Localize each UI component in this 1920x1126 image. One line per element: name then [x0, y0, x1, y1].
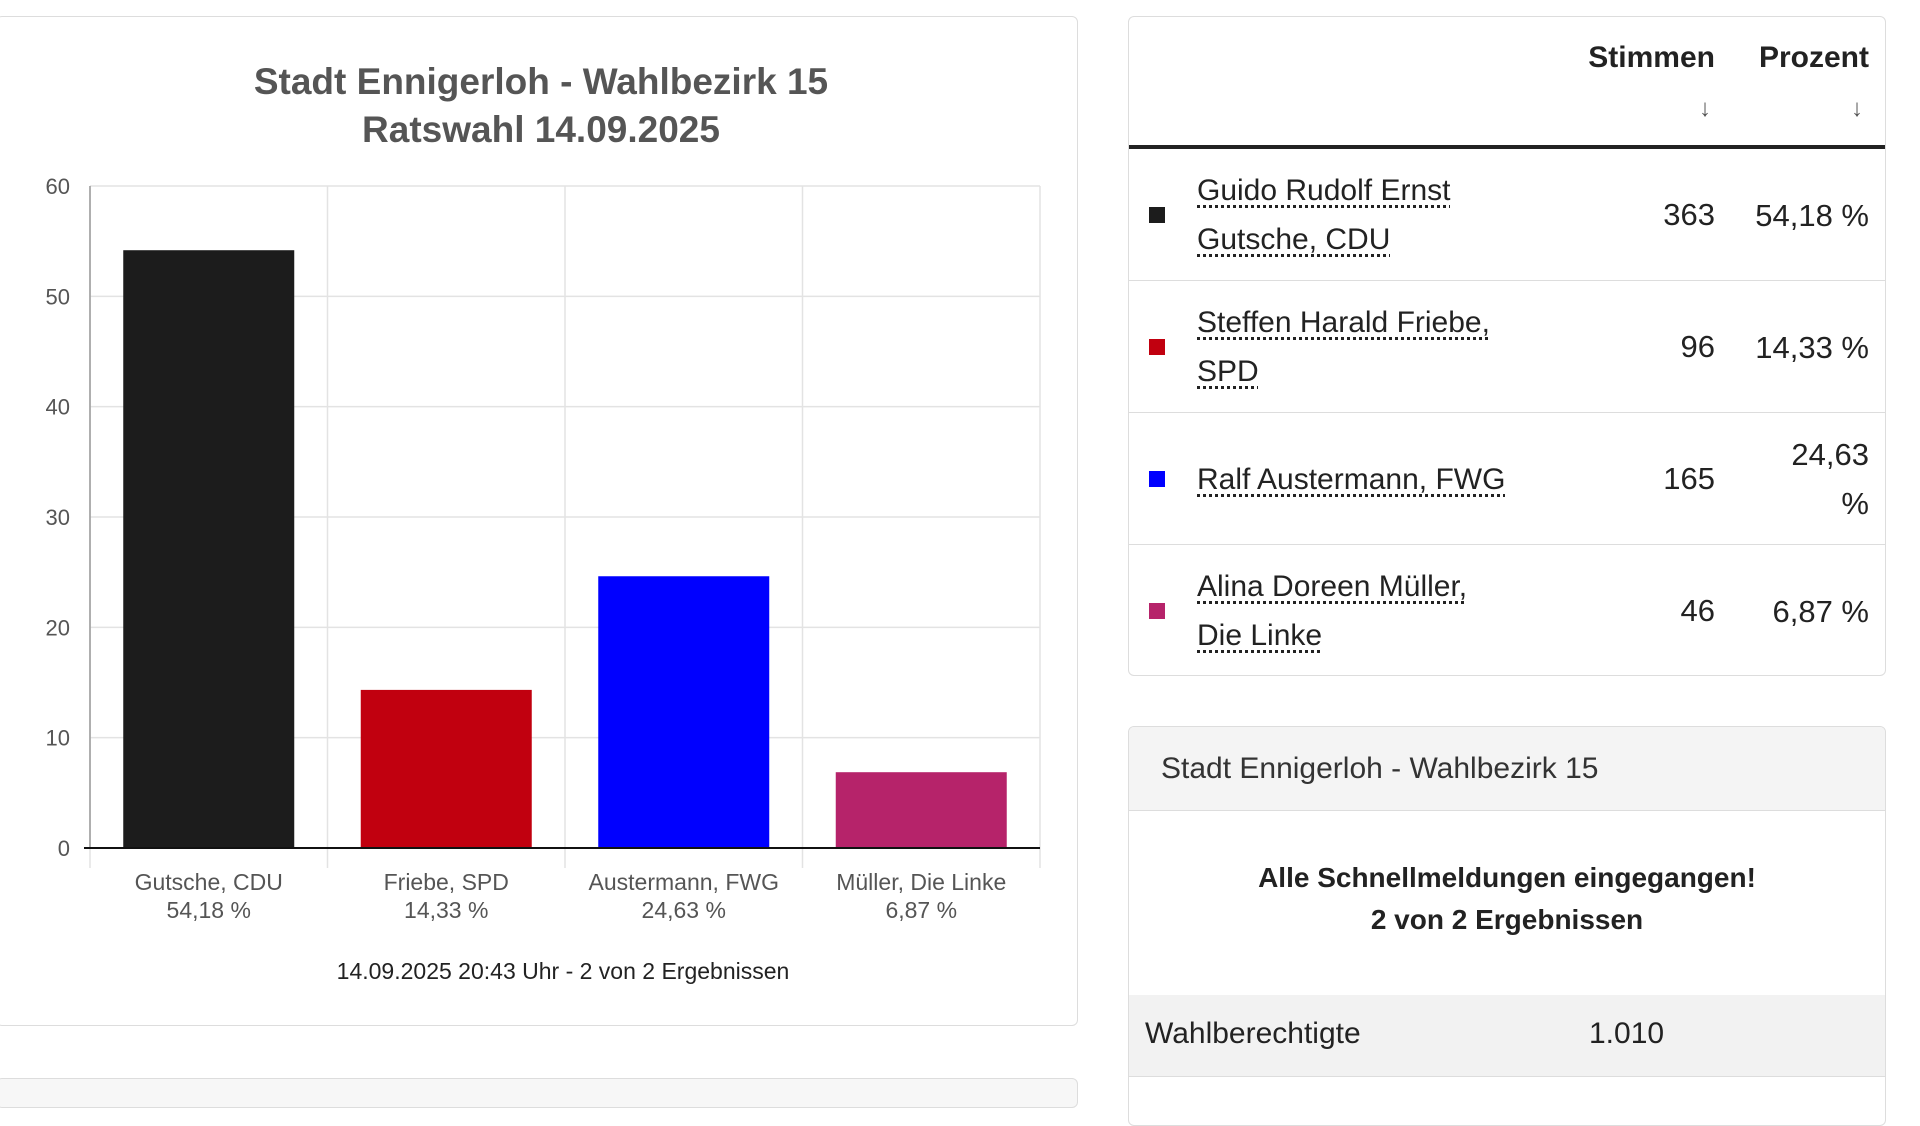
percent-value: 14,33 % [1755, 329, 1869, 365]
votes-column-header[interactable]: Stimmen [1588, 41, 1715, 74]
table-row: Ralf Austermann, FWG 165 24,63 % [1129, 413, 1885, 545]
y-tick-label: 50 [46, 284, 70, 309]
bar [123, 250, 295, 849]
status-message: Alle Schnellmeldungen eingegangen! 2 von… [1258, 862, 1756, 935]
chart-title-line2: Ratswahl 14.09.2025 [362, 109, 720, 150]
x-tick-label: Friebe, SPD [384, 869, 509, 895]
y-tick-label: 40 [46, 395, 70, 420]
x-tick-label: Gutsche, CDU [135, 869, 283, 895]
eligible-voters-label: Wahlberechtigte [1145, 1017, 1361, 1050]
y-tick-label: 30 [46, 505, 70, 530]
color-swatch [1149, 339, 1165, 355]
next-card-stub [0, 1078, 1078, 1108]
bar-value-label: 6,87 % [885, 897, 957, 923]
votes-value: 96 [1680, 329, 1715, 364]
bar-value-label: 14,33 % [404, 897, 488, 923]
bar-value-label: 54,18 % [167, 897, 251, 923]
info-card: Stadt Ennigerloh - Wahlbezirk 15 Alle Sc… [1128, 726, 1886, 1126]
bar-value-label: 24,63 % [642, 897, 726, 923]
color-swatch [1149, 207, 1165, 223]
arrow-down-icon[interactable]: ↓ [1699, 95, 1711, 122]
table-row: Steffen Harald Friebe, SPD 96 14,33 % [1129, 281, 1885, 413]
eligible-voters-row: Wahlberechtigte 1.010 [1129, 995, 1885, 1077]
x-tick-label: Austermann, FWG [589, 869, 779, 895]
votes-value: 165 [1663, 461, 1715, 496]
candidate-link[interactable]: Steffen Harald Friebe, SPD [1197, 306, 1490, 388]
chart-title-line1: Stadt Ennigerloh - Wahlbezirk 15 [253, 61, 829, 102]
color-swatch [1149, 471, 1165, 487]
chart-title: Stadt Ennigerloh - Wahlbezirk 15 Ratswah… [0, 58, 1082, 154]
percent-column-header[interactable]: Prozent [1758, 41, 1869, 74]
x-tick-label: Müller, Die Linke [836, 869, 1006, 895]
info-card-header: Stadt Ennigerloh - Wahlbezirk 15 [1129, 727, 1885, 811]
percent-value: 24,63 % [1791, 437, 1869, 521]
color-swatch [1149, 603, 1165, 619]
percent-value: 54,18 % [1755, 197, 1869, 233]
table-row: Guido Rudolf Ernst Gutsche, CDU 363 54,18… [1129, 149, 1885, 281]
results-table: Stimmen Prozent ↓ ↓ Guido Rudolf Ernst Gu… [1128, 16, 1886, 676]
bar [360, 689, 532, 848]
y-tick-label: 60 [46, 174, 70, 199]
arrow-down-icon[interactable]: ↓ [1851, 95, 1863, 122]
eligible-voters-value: 1.010 [1589, 1017, 1665, 1050]
percent-value: 6,87 % [1772, 593, 1869, 629]
y-tick-label: 20 [46, 615, 70, 640]
candidate-link[interactable]: Ralf Austermann, FWG [1197, 462, 1506, 496]
y-tick-label: 0 [58, 836, 70, 861]
chart-footer: 14.09.2025 20:43 Uhr - 2 von 2 Ergebniss… [336, 958, 790, 984]
results-table-header: Stimmen Prozent ↓ ↓ [1129, 17, 1885, 149]
votes-value: 363 [1663, 197, 1715, 232]
bar [598, 576, 770, 848]
y-tick-label: 10 [46, 726, 70, 751]
table-row: Alina Doreen Müller, Die Linke 46 6,87 % [1129, 545, 1885, 675]
bar [835, 772, 1007, 848]
candidate-link[interactable]: Guido Rudolf Ernst Gutsche, CDU [1197, 174, 1451, 256]
votes-value: 46 [1680, 593, 1715, 628]
candidate-link[interactable]: Alina Doreen Müller, Die Linke [1197, 570, 1468, 652]
